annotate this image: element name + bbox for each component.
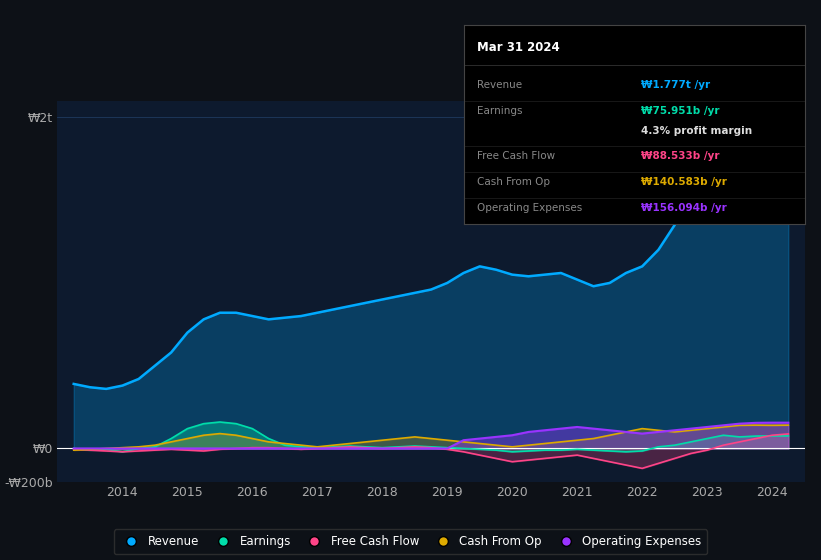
Text: 4.3% profit margin: 4.3% profit margin [641,125,752,136]
Text: ₩88.533b /yr: ₩88.533b /yr [641,151,719,161]
Text: Cash From Op: Cash From Op [478,178,551,187]
Text: Revenue: Revenue [478,80,523,90]
Text: ₩140.583b /yr: ₩140.583b /yr [641,178,727,187]
Text: ₩1.777t /yr: ₩1.777t /yr [641,80,710,90]
Text: Mar 31 2024: Mar 31 2024 [478,41,560,54]
Text: Operating Expenses: Operating Expenses [478,203,583,213]
Text: ₩75.951b /yr: ₩75.951b /yr [641,106,719,116]
Text: Earnings: Earnings [478,106,523,116]
Legend: Revenue, Earnings, Free Cash Flow, Cash From Op, Operating Expenses: Revenue, Earnings, Free Cash Flow, Cash … [114,529,707,554]
Text: ₩156.094b /yr: ₩156.094b /yr [641,203,727,213]
Text: Free Cash Flow: Free Cash Flow [478,151,556,161]
